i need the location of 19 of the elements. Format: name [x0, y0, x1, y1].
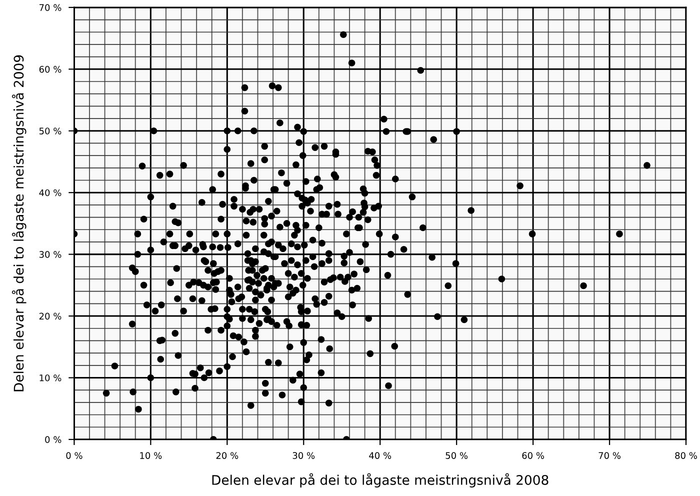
y-tick-label: 30 %: [39, 251, 62, 258]
x-tick-label: 20 %: [216, 452, 238, 459]
y-tick-label: 20 %: [39, 312, 62, 320]
y-axis-title: Delen elevar på dei to lågaste meistringsnivå 2009: [12, 55, 26, 392]
y-tick-label: 40 %: [39, 189, 62, 196]
y-tick-label: 10 %: [40, 374, 62, 382]
x-tick-label: 70 %: [598, 452, 620, 459]
x-tick-label: 10 %: [140, 452, 162, 459]
x-tick-label: 80 %: [675, 452, 697, 459]
x-tick-label: 0 %: [66, 452, 82, 459]
x-tick-label: 50 %: [446, 452, 468, 459]
x-tick-label: 30 %: [292, 452, 315, 459]
x-tick-label: 60 %: [522, 452, 544, 459]
y-tick-label: 50 %: [39, 128, 62, 134]
x-tick-label: 40 %: [369, 452, 392, 459]
y-tick-label: 0 %: [45, 436, 62, 444]
x-axis-title: Delen elevar på dei to lågaste meistringsnivå 2008: [212, 473, 548, 488]
y-tick-label: 60 %: [39, 66, 62, 73]
y-tick-label: 70 %: [40, 4, 62, 11]
